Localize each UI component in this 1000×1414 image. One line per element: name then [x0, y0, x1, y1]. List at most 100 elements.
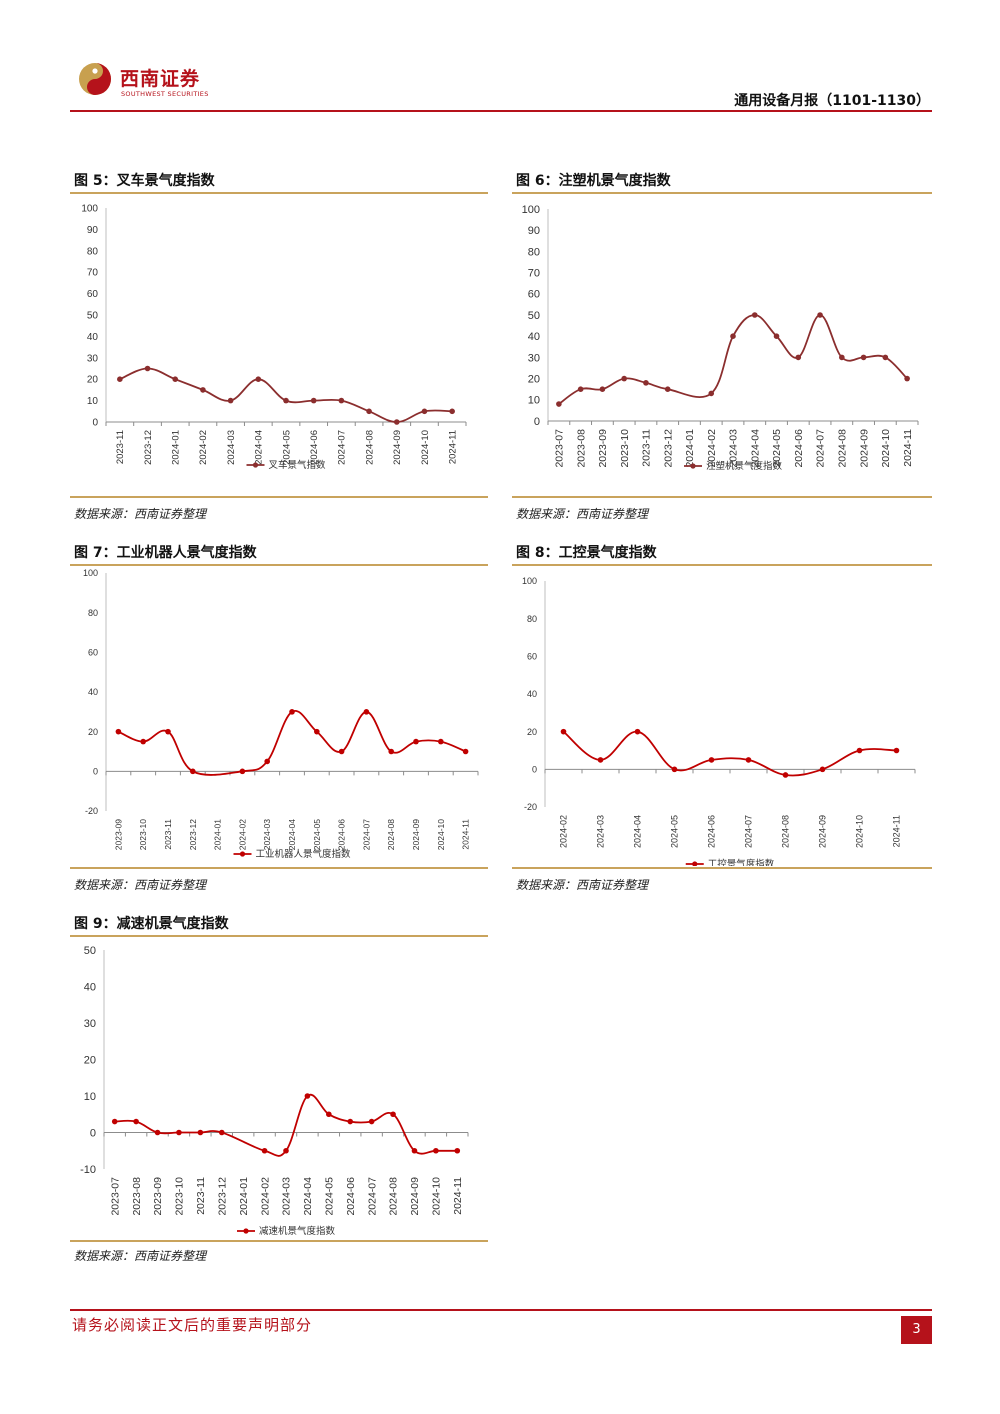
x-tick-label: 2023-10	[619, 429, 631, 468]
chart-svg: 0 10 20 30 40 50 60 70 80 90 100 2023-11 2023-12 2024…	[81, 204, 467, 471]
x-tick-label: 2024-09	[858, 429, 870, 468]
figure-9-top-rule	[70, 935, 488, 937]
data-point	[393, 419, 400, 425]
y-tick-label: 10	[87, 396, 99, 407]
data-point	[454, 1147, 461, 1154]
brand-logo-icon	[79, 63, 111, 95]
x-tick-label: 2024-05	[312, 819, 322, 850]
x-tick-label: 2024-11	[447, 430, 458, 464]
data-point	[708, 757, 715, 763]
figure-9-source: 数据来源：西南证券整理	[74, 1249, 207, 1263]
x-tick-label: 2023-12	[216, 1177, 228, 1216]
x-tick-label: 2024-02	[559, 815, 569, 848]
x-tick-label: 2024-09	[818, 815, 828, 848]
x-tick-label: 2024-02	[259, 1177, 271, 1216]
x-tick-label: 2024-02	[198, 430, 209, 465]
y-tick-label: 30	[87, 353, 99, 364]
legend-marker	[243, 1228, 249, 1234]
series-line	[562, 730, 897, 777]
y-tick-label: 50	[528, 310, 540, 322]
y-tick-label: 100	[83, 568, 98, 578]
x-tick-label: 2024-07	[361, 819, 371, 850]
x-tick-label: 2024-06	[337, 819, 347, 850]
figure-6-bottom-rule	[512, 496, 932, 498]
y-tick-label: 0	[90, 1127, 96, 1139]
data-point	[751, 312, 758, 318]
figure-5-source: 数据来源：西南证券整理	[74, 507, 207, 521]
figure-5-bottom-rule	[70, 496, 488, 498]
x-tick-label: 2024-11	[902, 429, 914, 467]
x-tick-label: 2024-11	[452, 1177, 464, 1215]
page-header: 西南证券 SOUTHWEST SECURITIES 通用设备月报（1101-11…	[0, 0, 1000, 115]
x-tick-label: 2024-11	[461, 819, 471, 850]
x-tick-label: 2024-09	[411, 819, 421, 850]
y-tick-label: 100	[522, 576, 537, 586]
y-tick-label: 60	[88, 647, 98, 657]
x-tick-label: 2024-08	[781, 815, 791, 848]
data-point	[795, 354, 802, 361]
x-tick-label: 2024-07	[815, 429, 827, 468]
x-tick-label: 2024-04	[302, 1177, 314, 1216]
data-point	[449, 408, 455, 415]
data-point	[390, 1111, 396, 1118]
data-point	[388, 748, 395, 755]
data-point	[856, 747, 863, 754]
x-tick-label: 2024-06	[345, 1177, 357, 1216]
x-tick-label: 2023-12	[662, 429, 674, 468]
data-point	[411, 1147, 418, 1154]
x-tick-label: 2023-11	[163, 819, 173, 850]
x-tick-label: 2024-05	[281, 430, 292, 465]
figure-9-title: 图 9：减速机景气度指数	[74, 916, 229, 932]
x-tick-label: 2024-06	[707, 815, 717, 848]
data-point	[730, 333, 736, 339]
x-tick-label: 2023-11	[641, 429, 653, 467]
x-tick-label: 2024-04	[749, 429, 761, 468]
x-tick-label: 2024-07	[337, 430, 348, 465]
data-point	[190, 768, 196, 775]
y-tick-label: -20	[85, 806, 98, 816]
figure-8-top-rule	[512, 564, 932, 566]
data-point	[366, 408, 372, 415]
x-tick-label: 2024-01	[238, 1177, 250, 1216]
data-point	[310, 397, 317, 404]
x-tick-label: 2023-09	[152, 1177, 164, 1216]
y-tick-label: -20	[524, 802, 537, 812]
x-tick-label: 2024-03	[226, 430, 237, 465]
data-point	[227, 397, 234, 404]
x-tick-label: 2023-10	[174, 1177, 186, 1216]
data-point	[839, 354, 845, 361]
chart-svg: -20 0 20 40 60 80 100 2023-09 2023-10 2023-11 2023…	[83, 568, 479, 860]
x-tick-label: 2023-11	[195, 1177, 207, 1215]
x-tick-label: 2024-03	[281, 1177, 293, 1216]
y-tick-label: 0	[92, 418, 98, 429]
data-point	[140, 738, 146, 745]
y-tick-label: 30	[84, 1018, 96, 1030]
x-tick-label: 2024-06	[309, 430, 320, 465]
data-point	[438, 738, 444, 745]
figure-8-bottom-rule	[512, 867, 932, 869]
data-point	[326, 1111, 332, 1118]
data-point	[283, 1147, 289, 1154]
data-point	[200, 387, 206, 393]
data-point	[634, 728, 641, 735]
legend-marker	[239, 851, 246, 857]
series-line	[558, 314, 908, 405]
y-tick-label: 60	[527, 651, 537, 661]
y-tick-label: 0	[93, 766, 98, 776]
x-tick-label: 2024-08	[388, 1177, 400, 1216]
header-divider	[70, 110, 932, 112]
x-tick-label: 2024-05	[670, 815, 680, 848]
data-point	[882, 354, 889, 361]
data-point	[115, 728, 122, 735]
data-point	[255, 376, 262, 382]
figure-9-chart: -10 0 10 20 30 40 50 2023-07 2023-08 2023-09 2023-…	[70, 937, 488, 1239]
x-tick-label: 2024-03	[596, 815, 606, 848]
data-point	[338, 748, 345, 755]
data-point	[304, 1093, 311, 1099]
x-tick-label: 2023-07	[554, 429, 566, 468]
y-tick-label: 60	[87, 289, 99, 300]
data-point	[239, 768, 246, 775]
footer-divider	[70, 1309, 932, 1311]
y-tick-label: 40	[87, 332, 99, 343]
x-tick-label: 2023-08	[131, 1177, 143, 1216]
